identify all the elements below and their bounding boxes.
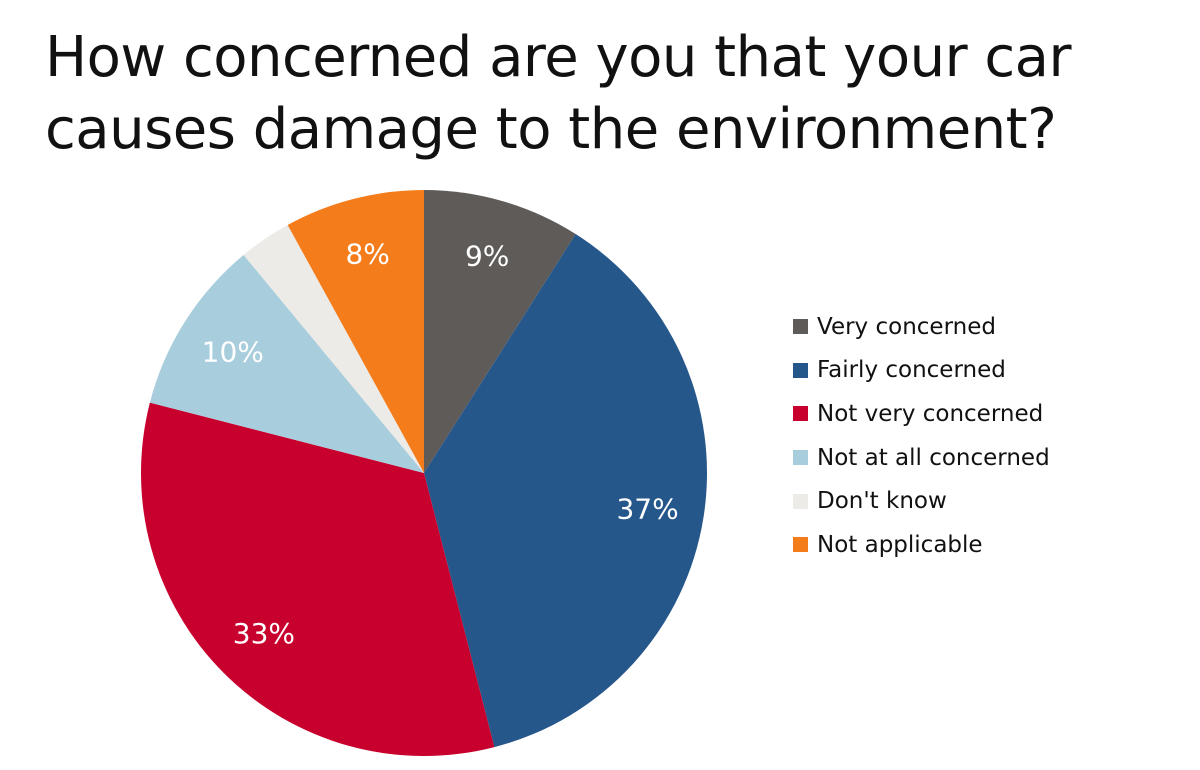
- legend-item-not-at-all-concerned: Not at all concerned: [793, 436, 1050, 480]
- pie-slice-label-not-applicable: 8%: [345, 238, 389, 271]
- legend-label: Not applicable: [817, 531, 983, 558]
- pie-slice-labels: 9% 37% 33% 10% 8%: [202, 238, 679, 650]
- pie-slice-label-not-very-concerned: 33%: [233, 617, 295, 650]
- pie-slice-label-fairly-concerned: 37%: [616, 492, 678, 525]
- legend: Very concerned Fairly concerned Not very…: [793, 305, 1050, 567]
- legend-item-dont-know: Don't know: [793, 479, 1050, 523]
- legend-label: Don't know: [817, 488, 947, 515]
- pie-slices: [140, 190, 707, 757]
- legend-swatch: [793, 493, 808, 509]
- legend-item-not-very-concerned: Not very concerned: [793, 392, 1050, 436]
- legend-label: Not very concerned: [817, 400, 1044, 427]
- legend-swatch: [793, 537, 808, 553]
- pie-slice-very-concerned: [424, 190, 576, 473]
- legend-item-very-concerned: Very concerned: [793, 305, 1050, 349]
- legend-label: Very concerned: [817, 313, 996, 340]
- legend-item-fairly-concerned: Fairly concerned: [793, 349, 1050, 393]
- legend-item-not-applicable: Not applicable: [793, 523, 1050, 567]
- pie-slice-don-t-know: [243, 225, 424, 473]
- legend-label: Not at all concerned: [817, 444, 1050, 471]
- pie-slice-not-very-concerned: [140, 402, 495, 757]
- pie-slice-not-applicable: [287, 190, 424, 473]
- legend-swatch: [793, 319, 808, 335]
- legend-label: Fairly concerned: [817, 357, 1006, 384]
- pie-slice-fairly-concerned: [424, 234, 707, 748]
- legend-swatch: [793, 450, 808, 466]
- legend-swatch: [793, 406, 808, 422]
- pie-slice-not-at-all-concerned: [149, 254, 424, 473]
- chart-title: How concerned are you that your car caus…: [45, 22, 1165, 166]
- chart-title-line-2: causes damage to the environment?: [45, 97, 1057, 162]
- legend-swatch: [793, 362, 808, 378]
- pie-slice-label-very-concerned: 9%: [465, 240, 509, 273]
- pie-slice-label-not-at-all-concerned: 10%: [202, 336, 264, 369]
- chart-title-line-1: How concerned are you that your car: [45, 25, 1072, 90]
